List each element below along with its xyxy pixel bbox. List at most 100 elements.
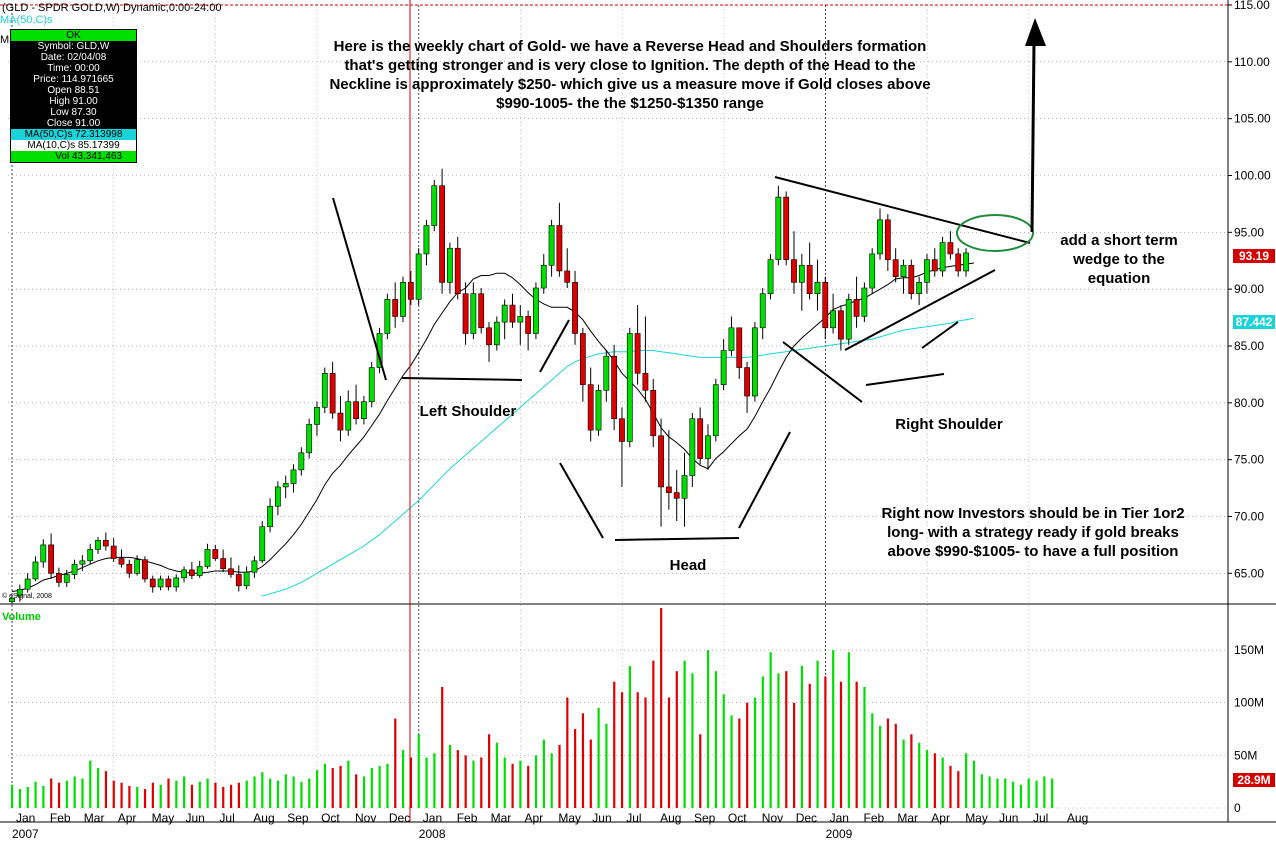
candle [595,384,602,436]
volume-bar [855,681,858,808]
volume-bar [300,781,303,808]
month-label: Dec [389,811,410,825]
volume-bar [378,765,381,808]
candle [493,316,500,351]
volume-bar [1035,780,1038,808]
month-label: May [965,811,988,825]
candle [392,282,399,328]
volume-bar [738,718,741,808]
volume-tick-label: 0 [1234,801,1241,815]
volume-bar [323,763,326,808]
volume-bar [81,778,84,808]
candle [947,231,954,260]
month-label: Jul [1033,811,1048,825]
candles [9,168,969,604]
candle [924,253,930,294]
candle-body [838,310,844,340]
candle-body [228,568,234,575]
month-label: Feb [457,811,478,825]
candle-body [650,390,657,437]
candle-body [720,350,727,385]
data-window-open: Open 88.51 [47,85,100,96]
volume-bar [409,757,413,808]
candle [298,447,305,476]
strategy-annotation: Right now Investors should be in Tier 1o… [881,505,1184,560]
volume-bar [433,753,436,808]
candle [845,293,852,345]
candle [533,282,539,340]
candle [634,305,641,385]
volume-bar [941,757,944,808]
candle [196,560,203,578]
volume-bar [714,671,717,808]
candle-body [118,558,125,565]
candle [360,395,367,425]
volume-bar [1051,778,1054,808]
volume-tick-label: 50M [1234,748,1257,762]
candle-body [126,563,133,574]
candle [157,575,164,591]
candle [572,270,578,345]
candle [783,191,790,266]
volume-badge [1233,773,1275,787]
volume-bar [777,673,780,808]
volume-bar [120,782,123,808]
candle-body [196,566,203,576]
strategy-line-2: long- with a strategy ready if gold brea… [887,524,1179,541]
candle-body [501,304,508,323]
volume-bar [660,608,663,808]
candle [102,532,109,551]
volume-bar [965,753,968,808]
candle [220,549,227,573]
candle [40,539,47,568]
candle [71,559,78,579]
volume-bar [894,723,897,808]
price-tick-label: 100.00 [1234,168,1271,182]
volume-bar [42,785,45,808]
candle-body [619,418,625,442]
candle-body [353,401,359,420]
candle-body [525,316,532,334]
volume-axis: 0 50M 100M 150M [1234,643,1264,815]
left-shoulder-line-2 [539,319,570,373]
intro-line-2: that's getting stronger and is very clos… [344,57,915,74]
candle-body [157,578,164,588]
candle [329,361,336,419]
candle-body [564,270,571,283]
candle-body [892,259,899,277]
volume-bar [683,660,686,808]
month-label: Mar [897,811,918,825]
candle-body [400,282,406,317]
volume-bar [198,781,201,808]
candle [267,498,273,533]
month-label: Jul [219,811,234,825]
candle [345,390,352,436]
candle [110,538,117,562]
volume-bar [331,768,334,808]
candle-body [134,559,141,574]
candle-body [697,418,704,459]
candle-body [791,259,797,283]
wedge-upper-line [774,176,1031,244]
candle [830,293,836,334]
candle [79,555,86,572]
candle-body [243,571,250,587]
candle-body [579,333,586,385]
volume-bar [636,692,639,808]
volume-bar [613,681,616,808]
candle [486,322,492,362]
price-tick-label: 110.00 [1234,55,1270,69]
month-label: Apr [931,811,950,825]
data-window: OK Symbol: GLD,W Date: 02/04/08 Time: 00… [10,29,137,163]
price-axis: 65.00 70.00 75.00 80.00 85.00 90.00 95.00 100.0… [1228,0,1271,580]
candle [775,185,782,266]
candle [149,575,156,593]
volume-label: Volume [2,611,41,623]
candle-body [267,505,273,528]
candle-body [314,407,320,425]
candle [939,236,946,277]
volume-bar [448,744,452,808]
candle [9,596,15,604]
wedge-line-2: wedge to the [1072,251,1165,268]
volume-bar [542,739,545,808]
